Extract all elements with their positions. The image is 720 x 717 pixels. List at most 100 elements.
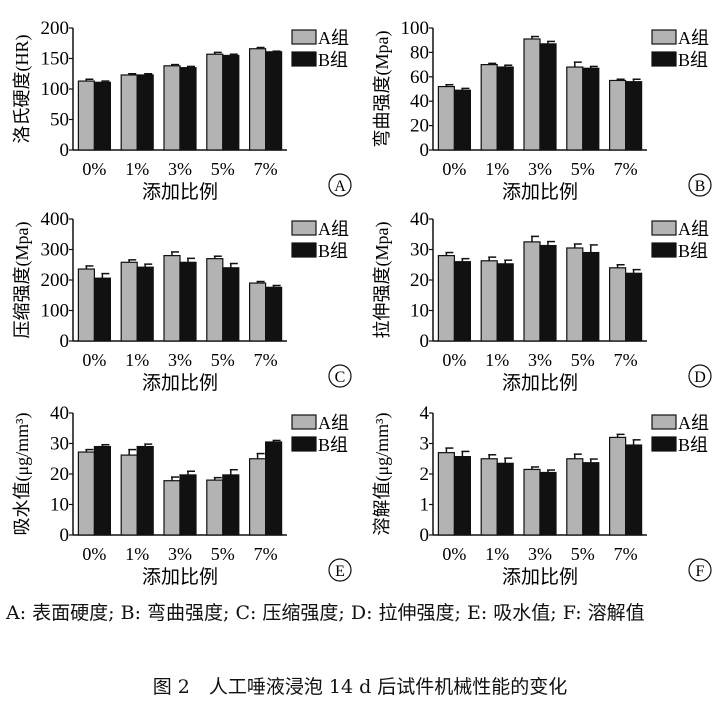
x-tick-label: 0% [82, 159, 106, 179]
x-tick-label: 7% [614, 544, 638, 564]
bar-a [609, 79, 627, 151]
bar-b [265, 51, 283, 151]
legend-label: A组 [678, 219, 709, 239]
x-axis-label: 添加比例 [142, 372, 218, 394]
bar-b [453, 261, 472, 342]
x-tick-label: 1% [485, 350, 509, 370]
legend-swatch [651, 436, 677, 452]
y-tick-label: 2 [420, 464, 430, 485]
y-tick-label: 1 [420, 495, 430, 516]
legend-label: A组 [318, 413, 349, 433]
chart-panel-c: 0 100 200 300 400 压缩强度(Mpa) 0% 1% 3% 5% 7% 添加比例 A组B组… [12, 209, 352, 394]
x-axis-label: 添加比例 [502, 566, 578, 588]
bar-a [437, 452, 456, 536]
y-tick-label: 10 [50, 495, 69, 516]
bar-a [163, 65, 181, 151]
y-tick-label: 100 [401, 18, 430, 39]
y-tick-label: 80 [410, 42, 429, 63]
legend-label: A组 [678, 413, 709, 433]
x-tick-label: 7% [614, 159, 638, 179]
y-tick-label: 150 [41, 49, 70, 70]
bar-a [523, 468, 541, 536]
bar-a [249, 48, 267, 151]
legend-swatch [651, 29, 677, 45]
y-tick-label: 20 [50, 464, 69, 485]
bar-a [480, 63, 498, 151]
x-tick-label: 7% [614, 350, 638, 370]
y-tick-label: 20 [410, 116, 429, 137]
y-tick-label: 0 [420, 331, 430, 352]
bar-b [136, 266, 154, 342]
x-axis-label: 添加比例 [142, 181, 218, 203]
legend-swatch [291, 29, 317, 45]
bar-a [120, 261, 138, 342]
bar-b [93, 277, 112, 342]
y-tick-label: 0 [60, 331, 70, 352]
y-tick-label: 0 [420, 140, 430, 161]
y-tick-label: 0 [60, 140, 70, 161]
panel-marker-label: E [335, 563, 345, 580]
y-axis-label: 压缩强度(Mpa) [12, 222, 33, 339]
legend-label: B组 [678, 241, 708, 261]
x-tick-label: 7% [254, 350, 278, 370]
x-tick-label: 1% [485, 544, 509, 564]
legend-label: B组 [318, 50, 348, 70]
legend-swatch [291, 414, 317, 430]
x-tick-label: 3% [528, 544, 552, 564]
bar-a [206, 53, 224, 151]
bar-a [523, 241, 541, 342]
legend-label: B组 [678, 435, 708, 455]
figure-title: 图 2 人工唾液浸泡 14 d 后试件机械性能的变化 [152, 676, 568, 698]
y-tick-label: 20 [410, 270, 429, 291]
x-tick-label: 1% [125, 544, 149, 564]
y-tick-label: 100 [41, 301, 70, 322]
legend-swatch [651, 51, 677, 67]
y-tick-label: 300 [41, 240, 70, 261]
bar-a [77, 451, 96, 536]
bar-b [453, 89, 472, 151]
bar-b [93, 81, 112, 151]
bar-b [265, 441, 283, 536]
y-tick-label: 3 [420, 434, 430, 455]
bar-b [539, 244, 557, 342]
bar-a [77, 80, 96, 151]
bar-a [77, 268, 96, 342]
legend-label: A组 [318, 219, 349, 239]
legend-label: A组 [318, 28, 349, 48]
bar-b [136, 445, 154, 536]
x-axis-label: 添加比例 [142, 566, 218, 588]
bar-b [93, 445, 112, 536]
bar-a [523, 38, 541, 151]
x-tick-label: 3% [168, 350, 192, 370]
bar-a [480, 458, 498, 536]
y-tick-label: 0 [420, 525, 430, 546]
x-tick-label: 3% [168, 159, 192, 179]
bar-b [496, 66, 514, 151]
bar-a [437, 254, 456, 342]
x-axis-label: 添加比例 [502, 181, 578, 203]
panel-marker-circle [688, 173, 712, 197]
y-axis-label: 溶解值(μg/mm³) [372, 412, 393, 535]
bar-a [480, 260, 498, 342]
panel-marker-label: D [694, 369, 706, 386]
panel-marker-circle [328, 364, 352, 388]
y-tick-label: 40 [410, 91, 429, 112]
bar-b [496, 462, 514, 536]
bar-a [163, 480, 181, 536]
legend-swatch [291, 242, 317, 258]
x-tick-label: 0% [82, 544, 106, 564]
x-axis-label: 添加比例 [502, 372, 578, 394]
y-tick-label: 100 [41, 79, 70, 100]
bar-a [566, 247, 584, 342]
y-tick-label: 30 [50, 434, 69, 455]
x-tick-label: 5% [571, 159, 595, 179]
legend-swatch [291, 220, 317, 236]
x-tick-label: 3% [528, 350, 552, 370]
panel-marker-circle [328, 173, 352, 197]
bar-b [179, 261, 197, 342]
